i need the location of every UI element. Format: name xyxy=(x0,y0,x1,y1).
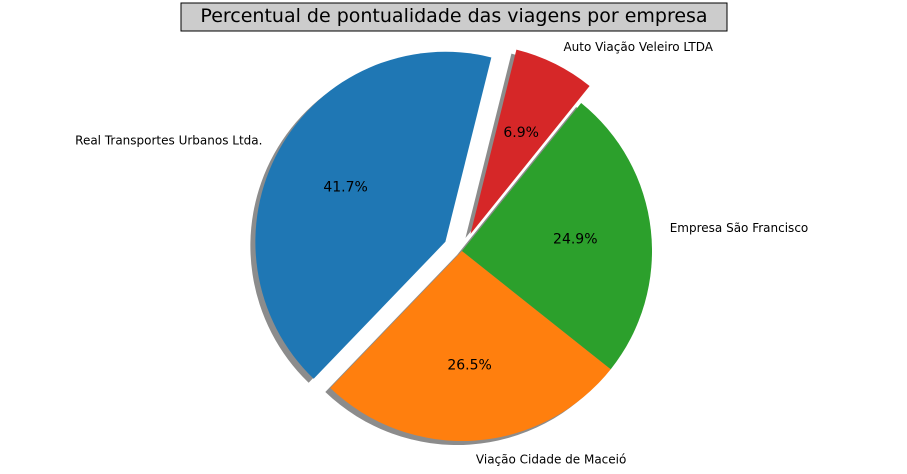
slice-via-o-cidade-de-macei xyxy=(330,251,611,442)
slice-empresa-s-o-francisco-percent: 24.9% xyxy=(553,231,597,247)
title-box xyxy=(180,2,728,32)
slice-empresa-s-o-francisco-label: Empresa São Francisco xyxy=(670,221,809,235)
slice-empresa-s-o-francisco xyxy=(462,103,652,370)
title-text: Percentual de pontualidade das viagens p… xyxy=(200,5,707,27)
slice-real-transportes-urbanos-ltda-label: Real Transportes Urbanos Ltda. xyxy=(75,134,262,148)
slice-auto-via-o-veleiro-ltda-label: Auto Viação Veleiro LTDA xyxy=(563,40,713,54)
slice-auto-via-o-veleiro-ltda xyxy=(470,49,590,234)
slice-auto-via-o-veleiro-ltda-percent: 6.9% xyxy=(503,125,539,141)
chart-title: Percentual de pontualidade das viagens p… xyxy=(180,2,728,32)
slice-real-transportes-urbanos-ltda xyxy=(255,51,492,379)
slice-via-o-cidade-de-macei-label: Viação Cidade de Maceió xyxy=(476,453,626,467)
slice-labels: Real Transportes Urbanos Ltda. 41.7% Viaçã… xyxy=(75,40,808,467)
slice-via-o-cidade-de-macei-percent: 26.5% xyxy=(447,358,491,374)
slice-real-transportes-urbanos-ltda-percent: 41.7% xyxy=(323,180,367,196)
pie-slices xyxy=(255,49,652,442)
